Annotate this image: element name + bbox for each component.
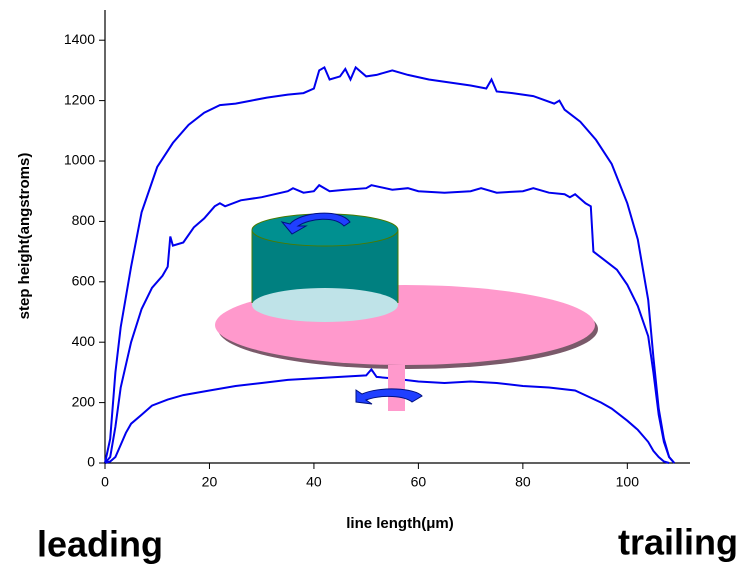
annotation: trailing: [618, 522, 738, 563]
x-tick-label: 100: [616, 474, 640, 490]
line: [104, 183, 676, 464]
line: [104, 65, 676, 464]
y-tick-label: 600: [72, 273, 96, 289]
x-tick-label: 0: [101, 474, 109, 490]
shaft: [388, 365, 405, 411]
x-tick-label: 60: [411, 474, 427, 490]
rotation-arrow: [280, 212, 351, 235]
y-tick-label: 400: [72, 333, 96, 349]
rotation-arrow: [355, 388, 423, 405]
annotation: leading: [37, 524, 163, 565]
y-tick-label: 1200: [64, 91, 95, 107]
y-tick-label: 1000: [64, 152, 95, 168]
y-tick-label: 800: [72, 212, 96, 228]
illustration: [215, 212, 598, 411]
x-tick-label: 20: [202, 474, 218, 490]
line: [104, 367, 670, 464]
y-tick-label: 200: [72, 393, 96, 409]
y-tick-label: 0: [87, 454, 95, 470]
y-tick-label: 1400: [64, 31, 95, 47]
x-tick-label: 40: [306, 474, 322, 490]
x-axis-label: line length(μm): [346, 515, 454, 532]
cylinder-bottom: [252, 288, 398, 322]
y-axis-label: step height(angstroms): [16, 153, 33, 320]
x-tick-label: 80: [515, 474, 531, 490]
